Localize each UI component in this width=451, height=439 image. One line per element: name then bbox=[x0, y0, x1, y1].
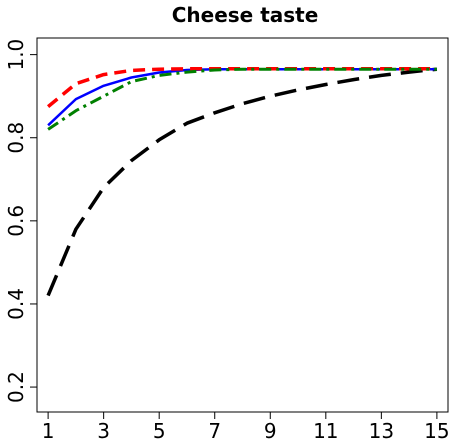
y-tick-label: 1.0 bbox=[4, 39, 28, 71]
series-line-1 bbox=[46, 67, 438, 297]
y-axis: 0.2 0.4 0.6 0.8 1.0 bbox=[4, 39, 37, 403]
x-tick-label: 3 bbox=[97, 419, 110, 439]
y-tick-label: 0.4 bbox=[4, 288, 28, 320]
y-tick-label: 0.8 bbox=[4, 122, 28, 154]
series-line-2 bbox=[47, 67, 437, 127]
y-tick-label: 0.6 bbox=[4, 205, 28, 237]
x-tick-label: 13 bbox=[369, 419, 394, 439]
x-tick-label: 5 bbox=[153, 419, 166, 439]
plot-frame bbox=[36, 37, 449, 413]
series-layer bbox=[46, 67, 438, 297]
series-line-3 bbox=[46, 67, 437, 108]
x-tick-label: 11 bbox=[313, 419, 338, 439]
y-tick-label: 0.2 bbox=[4, 371, 28, 403]
x-tick-label: 9 bbox=[264, 419, 277, 439]
x-tick-label: 15 bbox=[424, 419, 449, 439]
series-line-4 bbox=[47, 67, 437, 131]
chart-title: Cheese taste bbox=[172, 3, 319, 27]
x-tick-label: 1 bbox=[42, 419, 55, 439]
x-axis: 1 3 5 7 9 11 13 15 bbox=[42, 412, 450, 439]
x-tick-label: 7 bbox=[208, 419, 221, 439]
